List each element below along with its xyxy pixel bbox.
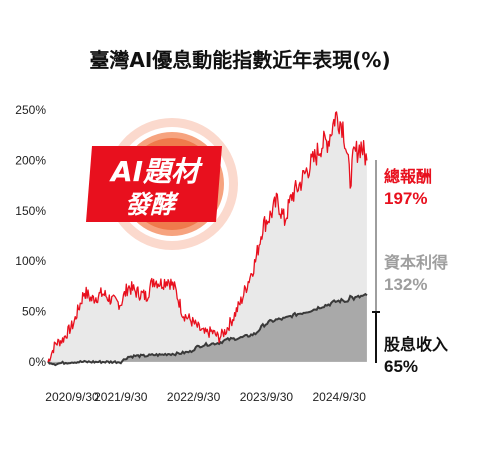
x-tick-label: 2021/9/30: [94, 390, 148, 404]
dividend-line: [47, 292, 368, 367]
badge-line1: AI題材: [109, 155, 203, 188]
legend-bracket: [372, 160, 380, 363]
x-tick-label: 2020/9/30: [45, 390, 99, 404]
legend-dividend-name: 股息收入: [384, 335, 448, 354]
y-tick-label: 150%: [15, 204, 46, 218]
y-tick-label: 250%: [15, 103, 46, 117]
legend-capital-gain-name: 資本利得: [384, 253, 448, 272]
total-return-line: [47, 111, 368, 363]
legend-total-return-value: 197%: [384, 189, 427, 208]
x-tick-label: 2023/9/30: [240, 390, 294, 404]
y-tick-label: 100%: [15, 254, 46, 268]
legend-capital-gain-value: 132%: [384, 275, 427, 294]
legend-total-return-name: 總報酬: [384, 167, 432, 186]
y-tick-label: 0%: [29, 355, 47, 369]
y-axis: 250% 200% 150% 100% 50% 0%: [15, 103, 46, 369]
badge-panel: [86, 146, 222, 222]
ai-theme-badge: AI題材 發酵: [86, 118, 238, 250]
plot-area: [47, 111, 368, 367]
y-tick-label: 200%: [15, 153, 46, 167]
x-tick-label: 2024/9/30: [313, 390, 367, 404]
legend-dividend-value: 65%: [384, 357, 418, 376]
dividend-area: [48, 294, 367, 366]
x-tick-label: 2022/9/30: [167, 390, 221, 404]
legend: 總報酬 197% 資本利得 132% 股息收入 65%: [384, 167, 448, 376]
chart-title: 臺灣AI優息動能指數近年表現(%): [89, 48, 391, 72]
capital-gain-area: [48, 111, 367, 363]
badge-line2: 發酵: [125, 190, 180, 219]
y-tick-label: 50%: [22, 305, 46, 319]
